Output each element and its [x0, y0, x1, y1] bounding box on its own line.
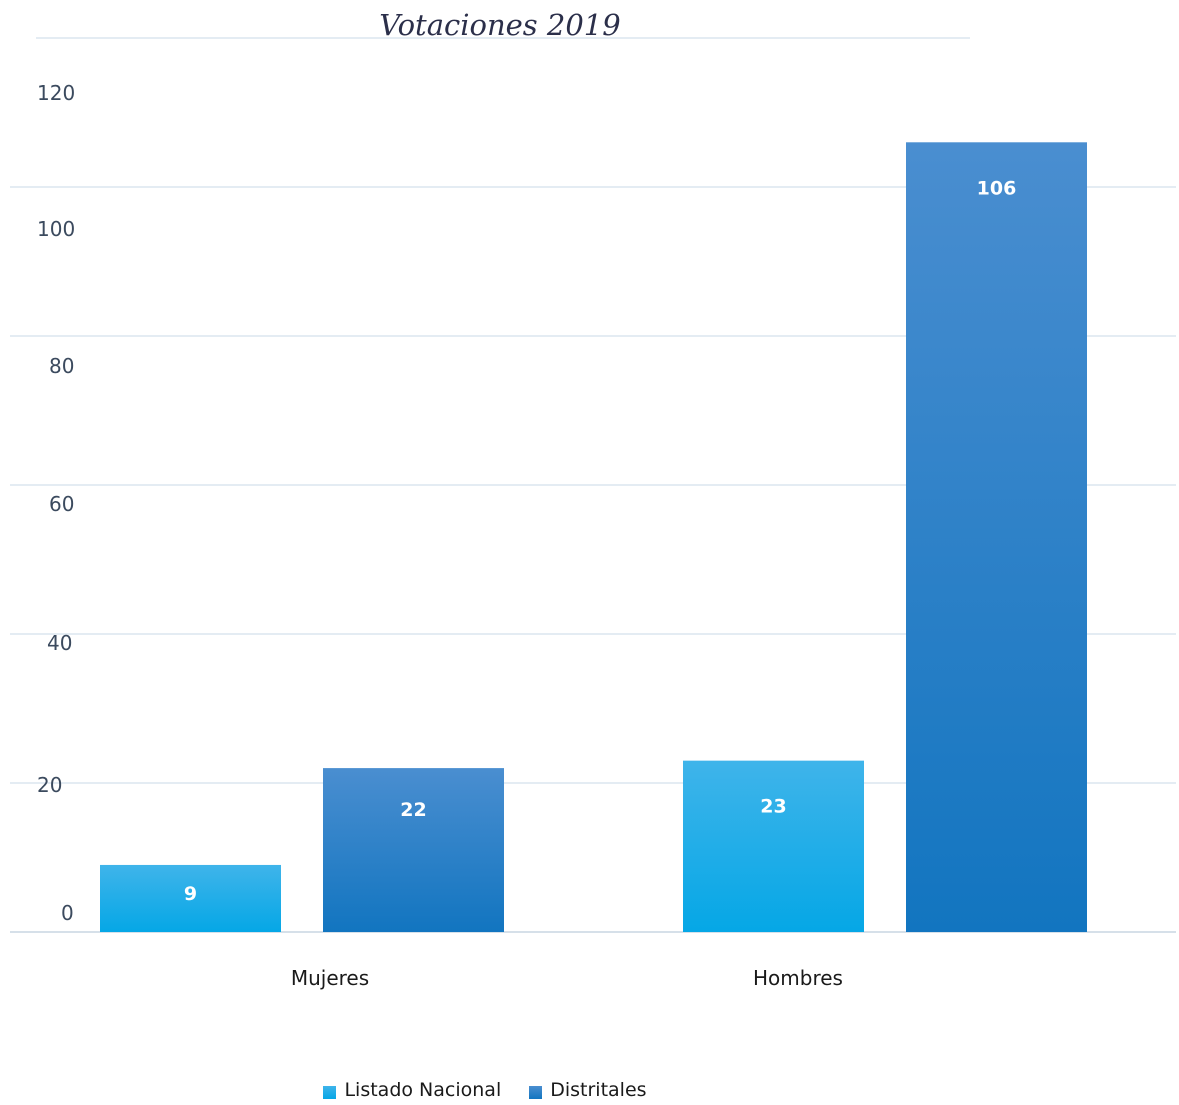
y-tick-label: 20	[37, 773, 62, 797]
bar-mujeres-listado-nacional	[100, 864, 281, 932]
x-axis-categories: Mujeres Hombres	[291, 966, 843, 990]
legend-swatch-listado-nacional	[323, 1086, 337, 1099]
y-tick-label: 40	[47, 631, 72, 655]
data-label: 106	[977, 177, 1017, 199]
y-tick-label: 0	[61, 901, 74, 925]
legend-label-listado-nacional: Listado Nacional	[344, 1079, 502, 1101]
bar-mujeres-distritales	[323, 768, 504, 932]
category-label-mujeres: Mujeres	[291, 966, 369, 990]
y-tick-label: 60	[49, 492, 74, 516]
y-tick-label: 120	[37, 81, 75, 105]
legend-label-distritales: Distritales	[550, 1079, 647, 1101]
bar-hombres-distritales	[906, 142, 1087, 933]
legend-swatch-distritales	[529, 1086, 543, 1099]
data-label: 23	[760, 796, 786, 818]
bars: 9 22 23 106	[100, 142, 1087, 933]
chart-title: Votaciones 2019	[379, 8, 621, 42]
data-label: 22	[400, 799, 426, 821]
data-label: 9	[184, 883, 197, 905]
y-axis-ticks: 0 20 40 60 80 100 120	[37, 81, 75, 925]
legend-item-distritales: Distritales	[529, 1079, 647, 1101]
y-tick-label: 80	[49, 354, 74, 378]
legend-item-listado-nacional: Listado Nacional	[323, 1079, 501, 1101]
legend: Listado Nacional Distritales	[0, 1079, 970, 1101]
y-tick-label: 100	[37, 217, 75, 241]
category-label-hombres: Hombres	[753, 966, 843, 990]
bar-hombres-listado-nacional	[683, 760, 864, 932]
